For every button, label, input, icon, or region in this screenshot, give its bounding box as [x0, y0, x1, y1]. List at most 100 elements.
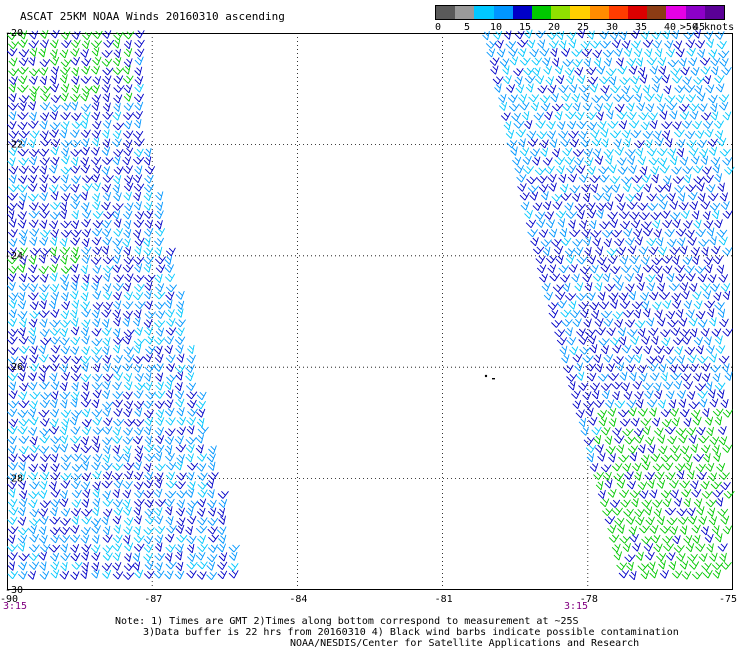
longitude-label: -75 [719, 594, 737, 605]
wind-barb [8, 390, 18, 400]
wind-barb [81, 551, 90, 561]
wind-barb [59, 425, 68, 436]
wind-barb [39, 561, 47, 571]
wind-barb [690, 66, 700, 76]
wind-barb [18, 570, 28, 580]
wind-barb [123, 400, 134, 410]
wind-barb [669, 200, 679, 210]
wind-barb [17, 409, 29, 418]
wind-barb [696, 48, 706, 59]
wind-barb [659, 165, 670, 174]
wind-barb [699, 283, 711, 292]
wind-barb [694, 130, 705, 139]
wind-barb [60, 147, 70, 157]
wind-barb [113, 245, 123, 255]
wind-barb [185, 525, 193, 536]
wind-barb [629, 490, 641, 499]
wind-barb [604, 435, 613, 445]
wind-barb [155, 409, 165, 419]
wind-barb [688, 561, 700, 570]
wind-barb [658, 291, 671, 300]
wind-barb [652, 499, 663, 508]
wind-barb [144, 471, 154, 481]
wind-barb [673, 40, 683, 50]
wind-barb [693, 498, 703, 508]
wind-barb [70, 507, 81, 517]
wind-barb [49, 506, 58, 517]
wind-barb [122, 427, 134, 436]
wind-barb [555, 75, 565, 85]
wind-barb [81, 543, 92, 553]
wind-barb [134, 263, 143, 273]
wind-barb [688, 282, 698, 292]
wind-barb [91, 111, 101, 121]
wind-barb [155, 201, 164, 211]
wind-barb [102, 283, 112, 293]
wind-barb [568, 39, 577, 49]
wind-barb [60, 281, 69, 291]
wind-barb [689, 328, 698, 338]
wind-barb [619, 371, 628, 381]
wind-barb [578, 336, 589, 345]
wind-barb [122, 534, 131, 545]
wind-barb [92, 120, 102, 130]
wind-barb [92, 488, 100, 498]
wind-barb [80, 264, 88, 275]
wind-barb [8, 83, 17, 93]
wind-barb [155, 381, 164, 391]
wind-barb [649, 65, 659, 75]
wind-barb [673, 129, 685, 138]
wind-barb [28, 499, 38, 509]
wind-barb [90, 156, 102, 166]
wind-barb [608, 76, 617, 86]
wind-barb [586, 166, 596, 175]
wind-barb [569, 346, 579, 356]
wind-barb [506, 140, 518, 149]
wind-barb [515, 84, 525, 94]
wind-barb [588, 416, 598, 426]
wind-barb [8, 76, 18, 85]
wind-barb [683, 31, 695, 40]
wind-barb [123, 31, 135, 40]
wind-barb [134, 211, 145, 220]
wind-barb [113, 372, 124, 381]
wind-barb [626, 329, 638, 338]
wind-barb [92, 506, 100, 517]
wind-barb [39, 39, 49, 49]
wind-barb [603, 318, 614, 327]
wind-barb [8, 57, 18, 67]
wind-barb [122, 391, 133, 400]
wind-barb [514, 76, 523, 86]
wind-barb [60, 220, 72, 229]
wind-barb [113, 507, 124, 516]
wind-barb [133, 535, 145, 543]
wind-barb [593, 57, 602, 67]
wind-barb [17, 200, 25, 210]
wind-barb [593, 353, 602, 364]
wind-barb [702, 75, 712, 85]
wind-barb [228, 551, 238, 561]
wind-barb [101, 166, 111, 176]
wind-barb [102, 256, 115, 265]
wind-barb [38, 508, 49, 517]
wind-barb [648, 157, 660, 166]
wind-barb [174, 336, 186, 345]
wind-barbs-left-swath [6, 29, 240, 581]
wind-barb [60, 454, 72, 463]
wind-barb [630, 29, 640, 39]
wind-barb [582, 273, 593, 283]
wind-barb [91, 182, 101, 192]
legend-label: 35 [634, 22, 648, 33]
wind-barb [620, 264, 632, 274]
wind-barb [718, 236, 728, 246]
wind-barb [679, 525, 688, 535]
wind-barb [61, 418, 70, 428]
wind-barb [113, 524, 121, 534]
wind-barb [186, 399, 197, 409]
wind-barb [632, 264, 642, 274]
wind-barb [700, 155, 709, 165]
wind-barb [122, 489, 132, 499]
wind-barb [681, 571, 692, 580]
wind-barb [571, 273, 580, 283]
wind-barb [595, 480, 604, 491]
